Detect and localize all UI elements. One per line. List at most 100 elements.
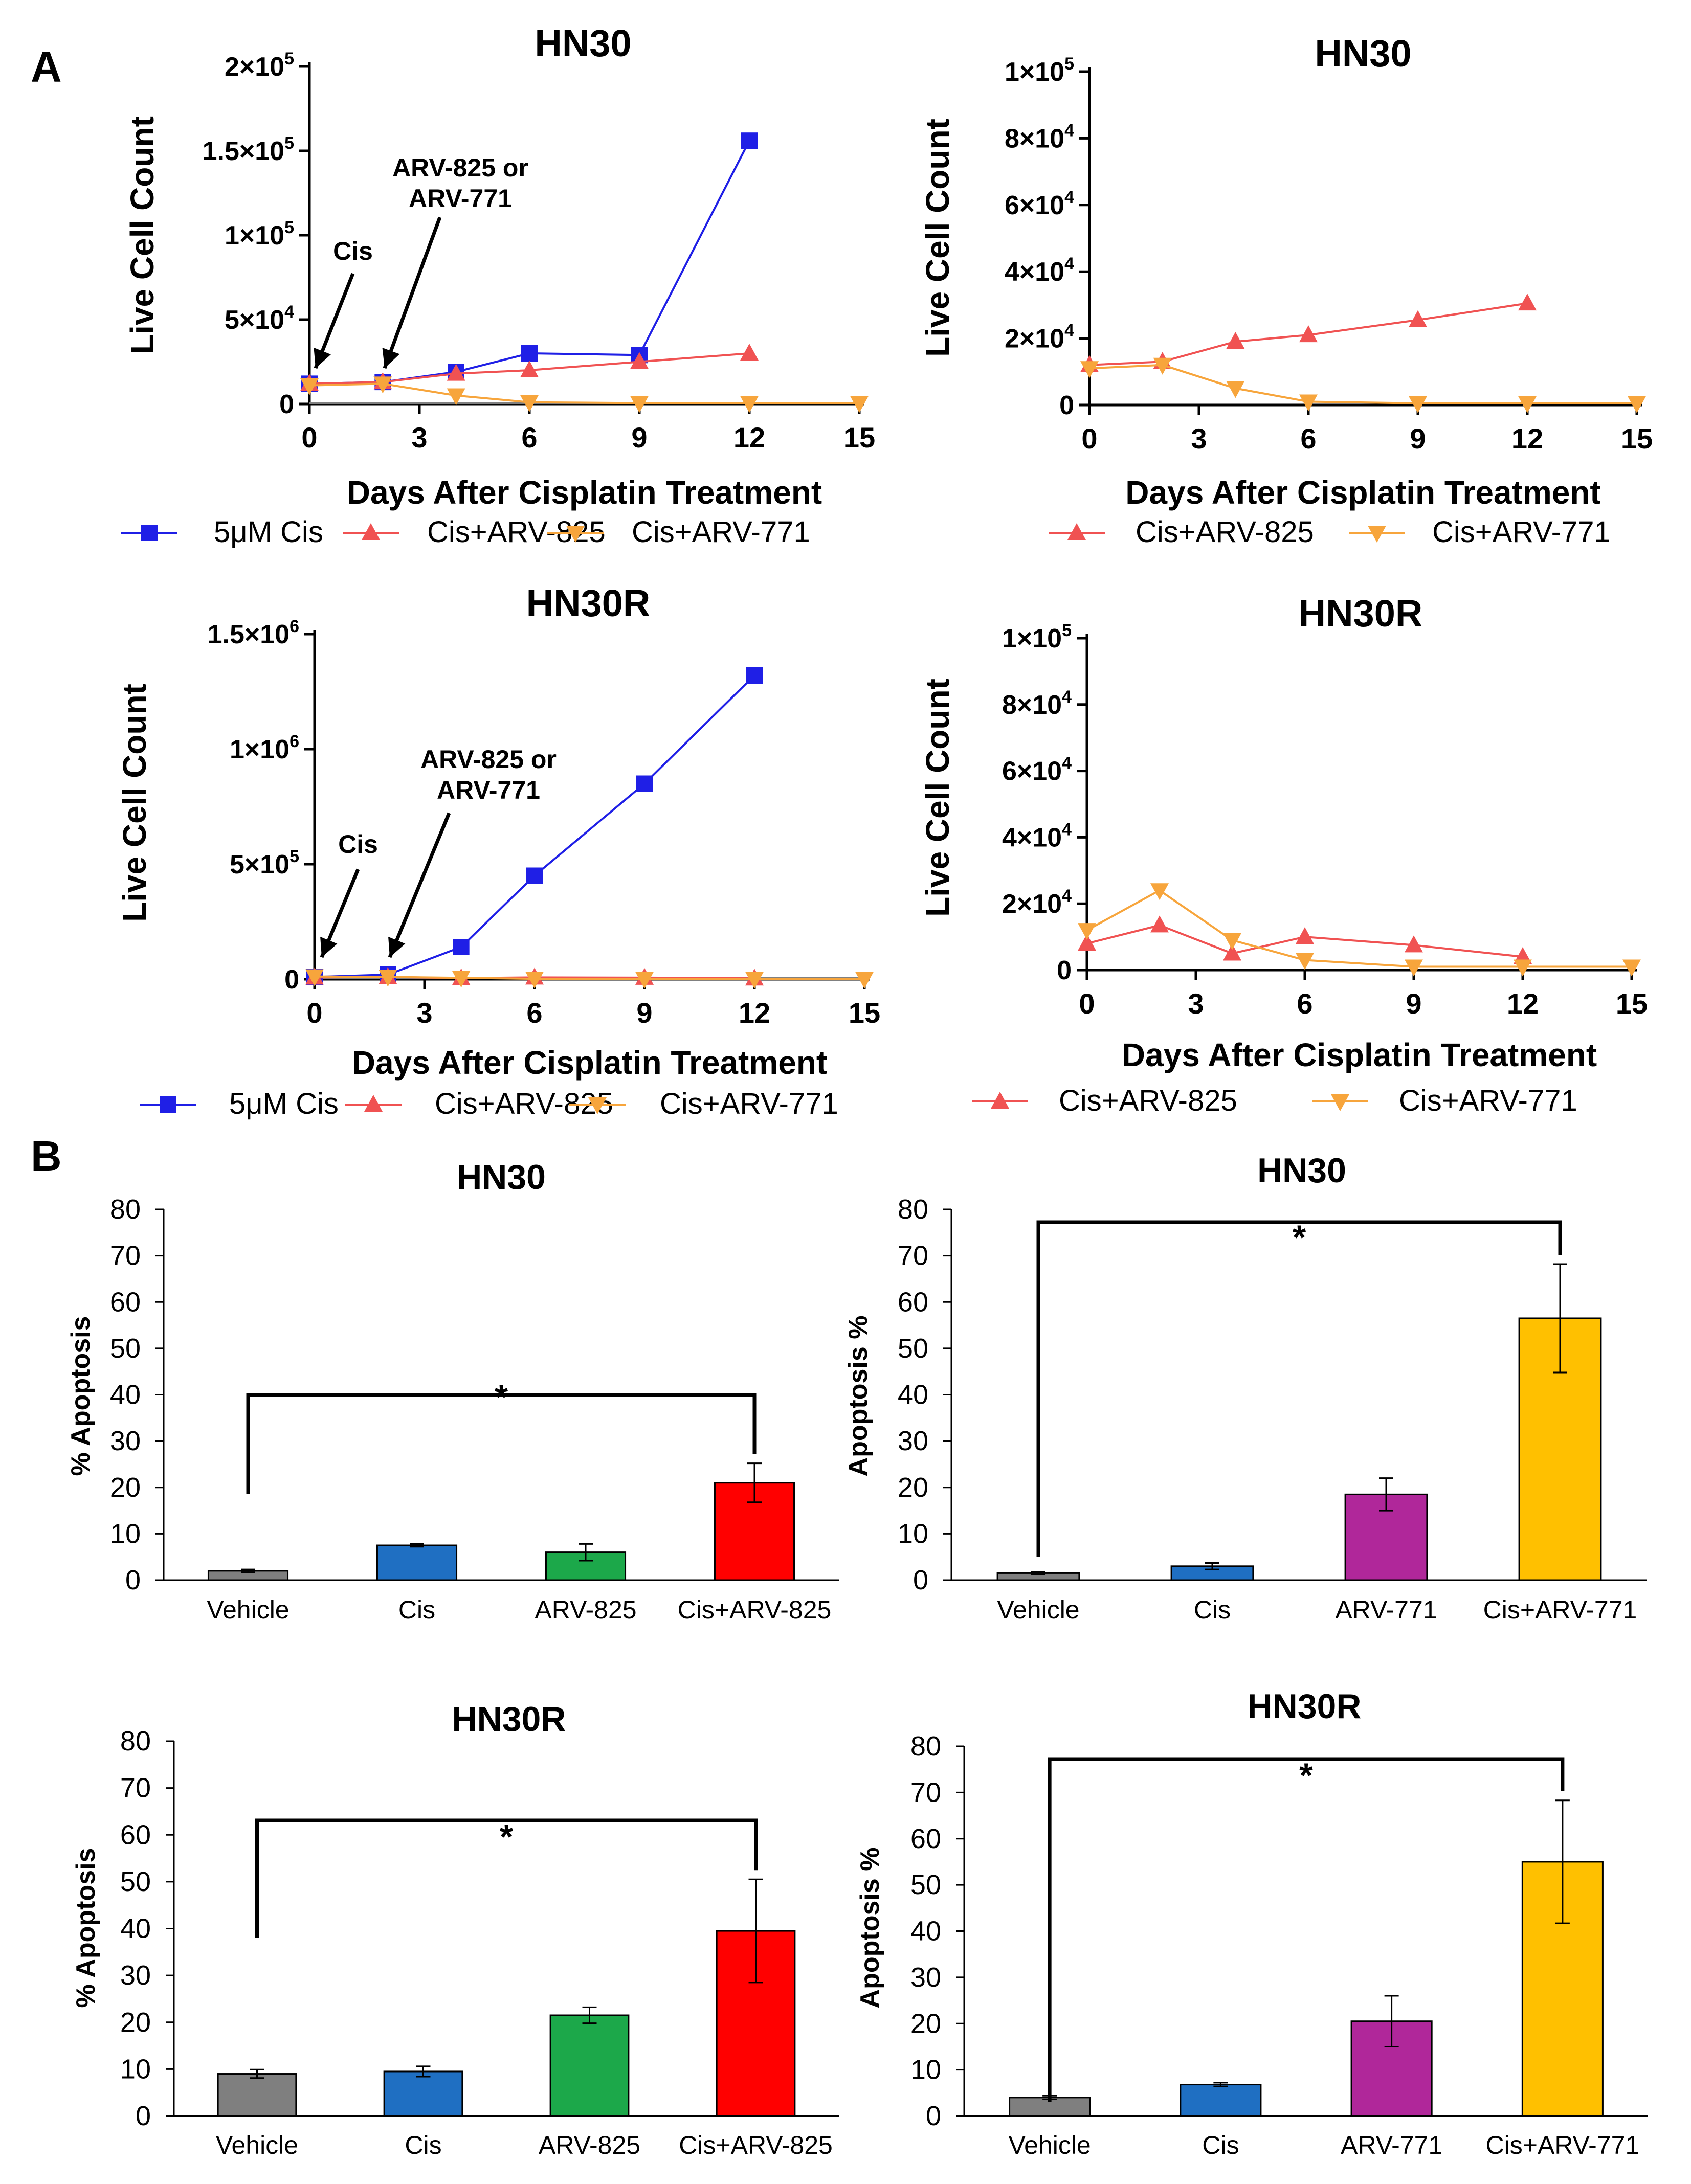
y-tick-base: 5×10 <box>230 850 290 880</box>
data-point <box>740 396 759 413</box>
annotation-cis: Cis <box>338 830 378 859</box>
y-tick-label: 50 <box>110 1333 141 1364</box>
data-point <box>1299 394 1318 412</box>
data-point <box>745 972 764 989</box>
chart-title: HN30R <box>526 582 651 624</box>
data-point <box>447 388 465 406</box>
y-tick-label: 40 <box>910 1916 941 1947</box>
y-axis-label: Live Cell Count <box>116 684 153 922</box>
y-tick-label: 70 <box>898 1241 928 1271</box>
legend-marker <box>141 525 158 541</box>
y-tick-exponent: 5 <box>1064 54 1074 74</box>
x-tick-label: 0 <box>301 421 317 454</box>
category-label: Vehicle <box>216 2131 298 2159</box>
y-axis-label: % Apoptosis <box>66 1316 96 1476</box>
x-tick-label: 3 <box>1188 987 1204 1020</box>
y-axis-label: % Apoptosis <box>71 1848 101 2008</box>
x-tick-label: 9 <box>1410 422 1426 455</box>
y-tick-label: 2×104 <box>1002 886 1072 919</box>
y-tick-label: 70 <box>110 1241 141 1271</box>
y-tick-exponent: 4 <box>1064 188 1074 207</box>
y-tick-label: 80 <box>898 1194 928 1225</box>
y-tick-exponent: 4 <box>1062 754 1072 773</box>
annotation-arv-arrow-head <box>388 936 406 957</box>
y-tick-label: 5×105 <box>230 847 299 880</box>
data-point <box>630 396 649 413</box>
y-tick-label: 10 <box>910 2055 941 2085</box>
data-point <box>1405 935 1423 953</box>
annotation-arv-arrow <box>383 216 442 369</box>
y-tick-label: 40 <box>110 1380 141 1410</box>
legend-label: Cis+ARV-771 <box>1432 515 1611 549</box>
data-point <box>521 345 538 362</box>
x-tick-label: 9 <box>631 421 647 454</box>
data-point <box>1150 915 1169 933</box>
category-label: ARV-771 <box>1335 1595 1437 1624</box>
y-tick-label: 2×104 <box>1005 321 1074 354</box>
bar-chart-b3: HN30R 0 10 20 30 40 50 60 70 80 % Apoptosis Vehicle… <box>71 1700 839 2159</box>
y-tick-exponent: 4 <box>1062 886 1072 906</box>
category-label: Cis+ARV-825 <box>679 2131 833 2159</box>
data-point <box>741 132 758 149</box>
bar <box>1180 2084 1262 2117</box>
x-tick-label: 12 <box>733 421 765 454</box>
data-point <box>1409 310 1427 327</box>
significance-bracket <box>246 1393 756 1494</box>
y-tick-label: 1×105 <box>225 218 294 251</box>
category-label: Cis <box>1194 1595 1231 1624</box>
y-tick-label: 0 <box>1059 391 1074 420</box>
y-tick-label: 2×105 <box>225 49 294 82</box>
chart-title: HN30R <box>1248 1687 1362 1726</box>
y-tick-label: 4×104 <box>1005 254 1074 287</box>
data-point <box>635 972 654 989</box>
annotation-arv-line2: ARV-771 <box>409 184 512 213</box>
chart-title: HN30 <box>1257 1151 1346 1190</box>
category-label: Cis+ARV-771 <box>1486 2131 1640 2159</box>
legend-marker <box>566 526 585 543</box>
y-tick-label: 40 <box>898 1380 928 1410</box>
y-tick-base: 0 <box>1059 391 1074 420</box>
category-label: Cis+ARV-771 <box>1483 1595 1637 1624</box>
y-tick-label: 0 <box>279 390 294 419</box>
annotation-cis: Cis <box>333 237 373 265</box>
legend-marker <box>1368 526 1386 543</box>
y-axis-label: Apoptosis % <box>843 1316 873 1477</box>
x-tick-label: 6 <box>521 421 537 454</box>
data-point <box>746 667 763 684</box>
x-tick-label: 12 <box>1507 987 1539 1020</box>
y-tick-label: 70 <box>120 1773 151 1804</box>
data-point <box>1514 959 1532 977</box>
data-point <box>1226 381 1245 398</box>
x-axis-label: Days After Cisplatin Treatment <box>1125 474 1600 511</box>
x-tick-label: 3 <box>411 421 427 454</box>
y-tick-label: 6×104 <box>1002 754 1072 786</box>
y-tick-label: 60 <box>110 1287 141 1317</box>
y-tick-label: 60 <box>910 1823 941 1854</box>
x-axis-label: Days After Cisplatin Treatment <box>347 474 822 511</box>
y-tick-label: 6×104 <box>1005 188 1074 220</box>
bar <box>549 2014 630 2117</box>
x-tick-label: 9 <box>1406 987 1421 1020</box>
y-tick-label: 0 <box>1057 956 1072 985</box>
y-tick-label: 1×105 <box>1005 54 1074 87</box>
significance-bracket <box>1048 1757 1565 2102</box>
data-point <box>1409 396 1427 413</box>
annotation-cis-arrow-head <box>320 936 338 957</box>
y-tick-label: 4×104 <box>1002 820 1072 852</box>
y-tick-label: 0 <box>125 1565 141 1595</box>
series-line-0 <box>1089 302 1528 366</box>
legend-label: Cis+ARV-825 <box>1059 1084 1237 1117</box>
y-tick-exponent: 4 <box>1064 254 1074 274</box>
legend-marker <box>1067 523 1086 540</box>
data-point <box>305 969 324 986</box>
significance-star: * <box>1299 1756 1313 1795</box>
y-tick-label: 40 <box>120 1913 151 1944</box>
data-point <box>1518 396 1537 413</box>
category-label: ARV-825 <box>535 1595 636 1624</box>
category-label: ARV-825 <box>539 2131 640 2159</box>
y-tick-base: 1×10 <box>1005 57 1064 87</box>
legend-label: Cis+ARV-825 <box>1136 515 1314 549</box>
y-tick-exponent: 4 <box>1064 121 1074 140</box>
annotation-arv-arrow <box>388 812 451 958</box>
